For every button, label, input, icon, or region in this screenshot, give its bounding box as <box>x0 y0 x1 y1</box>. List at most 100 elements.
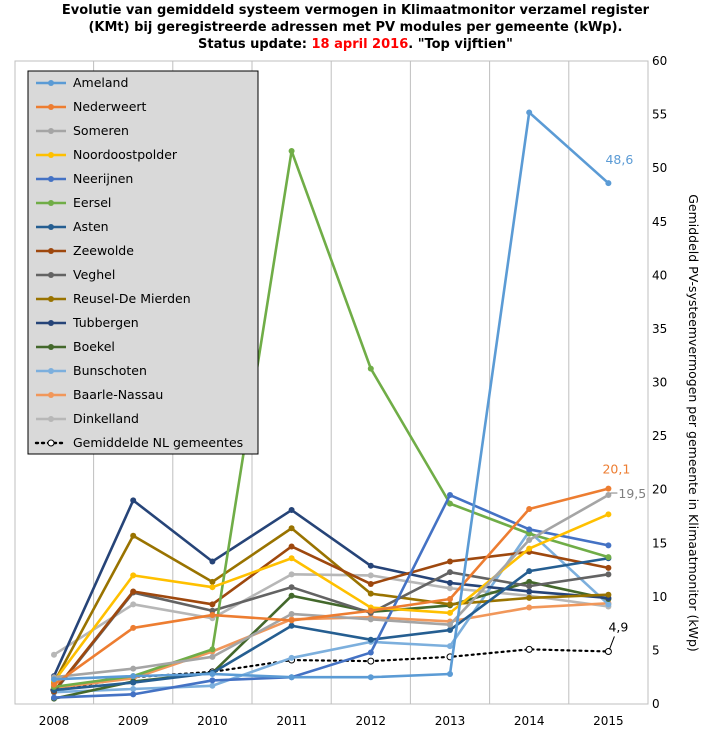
data-point <box>209 578 216 585</box>
legend-item: Ameland <box>36 75 128 90</box>
legend-label: Neerijnen <box>73 171 133 186</box>
data-point <box>605 601 612 608</box>
legend-item: Noordoostpolder <box>36 147 178 162</box>
legend-item: Tubbergen <box>36 315 139 330</box>
legend-item: Baarle-Nassau <box>36 387 163 402</box>
title-line-3-suffix: . "Top vijftien" <box>408 37 513 52</box>
data-point <box>447 492 453 499</box>
legend-label: Tubbergen <box>72 315 139 330</box>
data-point <box>288 654 295 661</box>
legend-label: Noordoostpolder <box>73 147 178 162</box>
data-point <box>526 568 533 575</box>
legend-box <box>27 70 259 455</box>
legend-marker <box>48 296 54 302</box>
data-point <box>209 612 216 619</box>
legend-label: Dinkelland <box>73 411 139 426</box>
x-tick-label: 2014 <box>514 714 545 728</box>
legend-label: Ameland <box>73 75 128 90</box>
data-point <box>447 558 453 565</box>
data-point <box>605 564 612 571</box>
data-point <box>526 588 533 595</box>
data-point <box>51 651 57 658</box>
y-tick-label: 20 <box>652 483 667 497</box>
legend-item: Reusel-De Mierden <box>36 291 191 306</box>
data-point <box>447 569 453 576</box>
x-tick-label: 2010 <box>197 714 228 728</box>
data-point <box>526 578 533 585</box>
data-point <box>526 526 533 533</box>
data-point <box>367 649 374 656</box>
legend-label: Veghel <box>73 267 115 282</box>
x-axis-ticks: 2008 2009 2010 2011 2012 2013 2014 2015 <box>39 714 624 728</box>
legend-item: Neerijnen <box>36 171 133 186</box>
data-point <box>605 511 612 518</box>
x-tick-label: 2012 <box>356 714 387 728</box>
data-point <box>447 621 453 628</box>
data-point <box>447 627 453 634</box>
legend-marker <box>47 439 55 447</box>
legend-marker <box>48 224 54 230</box>
data-point <box>51 681 57 688</box>
legend-marker <box>48 128 54 134</box>
data-point <box>209 677 216 684</box>
legend-label: Baarle-Nassau <box>73 387 163 402</box>
data-point <box>288 617 295 624</box>
y-tick-label: 40 <box>652 268 667 282</box>
title-line-2: (KMt) bij geregistreerde adressen met PV… <box>88 20 623 35</box>
legend-label: Asten <box>73 219 109 234</box>
data-point <box>51 694 57 701</box>
y-tick-label: 45 <box>652 215 667 229</box>
title-line-1: Evolutie van gemiddeld systeem vermogen … <box>61 3 650 18</box>
title-line-3-prefix: Status update: <box>198 37 312 52</box>
series-bunschoten <box>51 528 612 696</box>
data-point <box>604 647 612 655</box>
data-point <box>526 505 533 512</box>
y-tick-label: 0 <box>652 697 660 711</box>
series-line <box>53 111 610 681</box>
title-line-3: Status update: 18 april 2016. "Top vijft… <box>0 36 711 53</box>
x-tick-label: 2011 <box>276 714 307 728</box>
data-point <box>288 525 295 532</box>
data-point <box>367 580 374 587</box>
legend-item: Gemiddelde NL gemeentes <box>34 435 243 450</box>
data-point <box>209 584 216 591</box>
y-axis-ticks: 0 5 10 15 20 25 30 35 40 45 50 55 60 <box>652 54 667 711</box>
data-point <box>130 624 137 631</box>
legend-marker <box>48 344 54 350</box>
legend-marker <box>48 176 54 182</box>
data-point <box>209 646 216 653</box>
y-tick-label: 60 <box>652 54 667 68</box>
y-tick-label: 55 <box>652 108 667 122</box>
data-point <box>288 610 295 617</box>
x-tick-label: 2009 <box>118 714 149 728</box>
data-point <box>288 622 295 629</box>
data-point <box>288 543 295 550</box>
series-line <box>53 573 609 656</box>
y-tick-label: 25 <box>652 429 667 443</box>
data-point <box>605 554 612 561</box>
data-point <box>130 497 137 504</box>
legend-label: Reusel-De Mierden <box>73 291 191 306</box>
data-point <box>605 571 612 578</box>
data-point <box>130 679 137 686</box>
data-point <box>447 500 453 507</box>
legend-marker <box>48 152 54 158</box>
legend-label: Boekel <box>73 339 115 354</box>
data-point <box>130 673 137 680</box>
data-point <box>209 601 216 608</box>
data-point <box>605 542 612 549</box>
legend-item: Dinkelland <box>36 411 139 426</box>
legend-marker <box>48 392 54 398</box>
series-nederweert <box>51 485 612 688</box>
series-line <box>53 601 609 690</box>
data-point <box>526 537 533 544</box>
y-tick-label: 35 <box>652 322 667 336</box>
data-point <box>367 562 374 569</box>
status-date: 18 april 2016 <box>311 37 409 52</box>
legend-item: Someren <box>36 123 129 138</box>
x-tick-label: 2008 <box>39 714 70 728</box>
legend-marker <box>48 248 54 254</box>
y-tick-label: 10 <box>652 590 667 604</box>
data-point <box>605 180 612 187</box>
legend-label: Nederweert <box>73 99 147 114</box>
